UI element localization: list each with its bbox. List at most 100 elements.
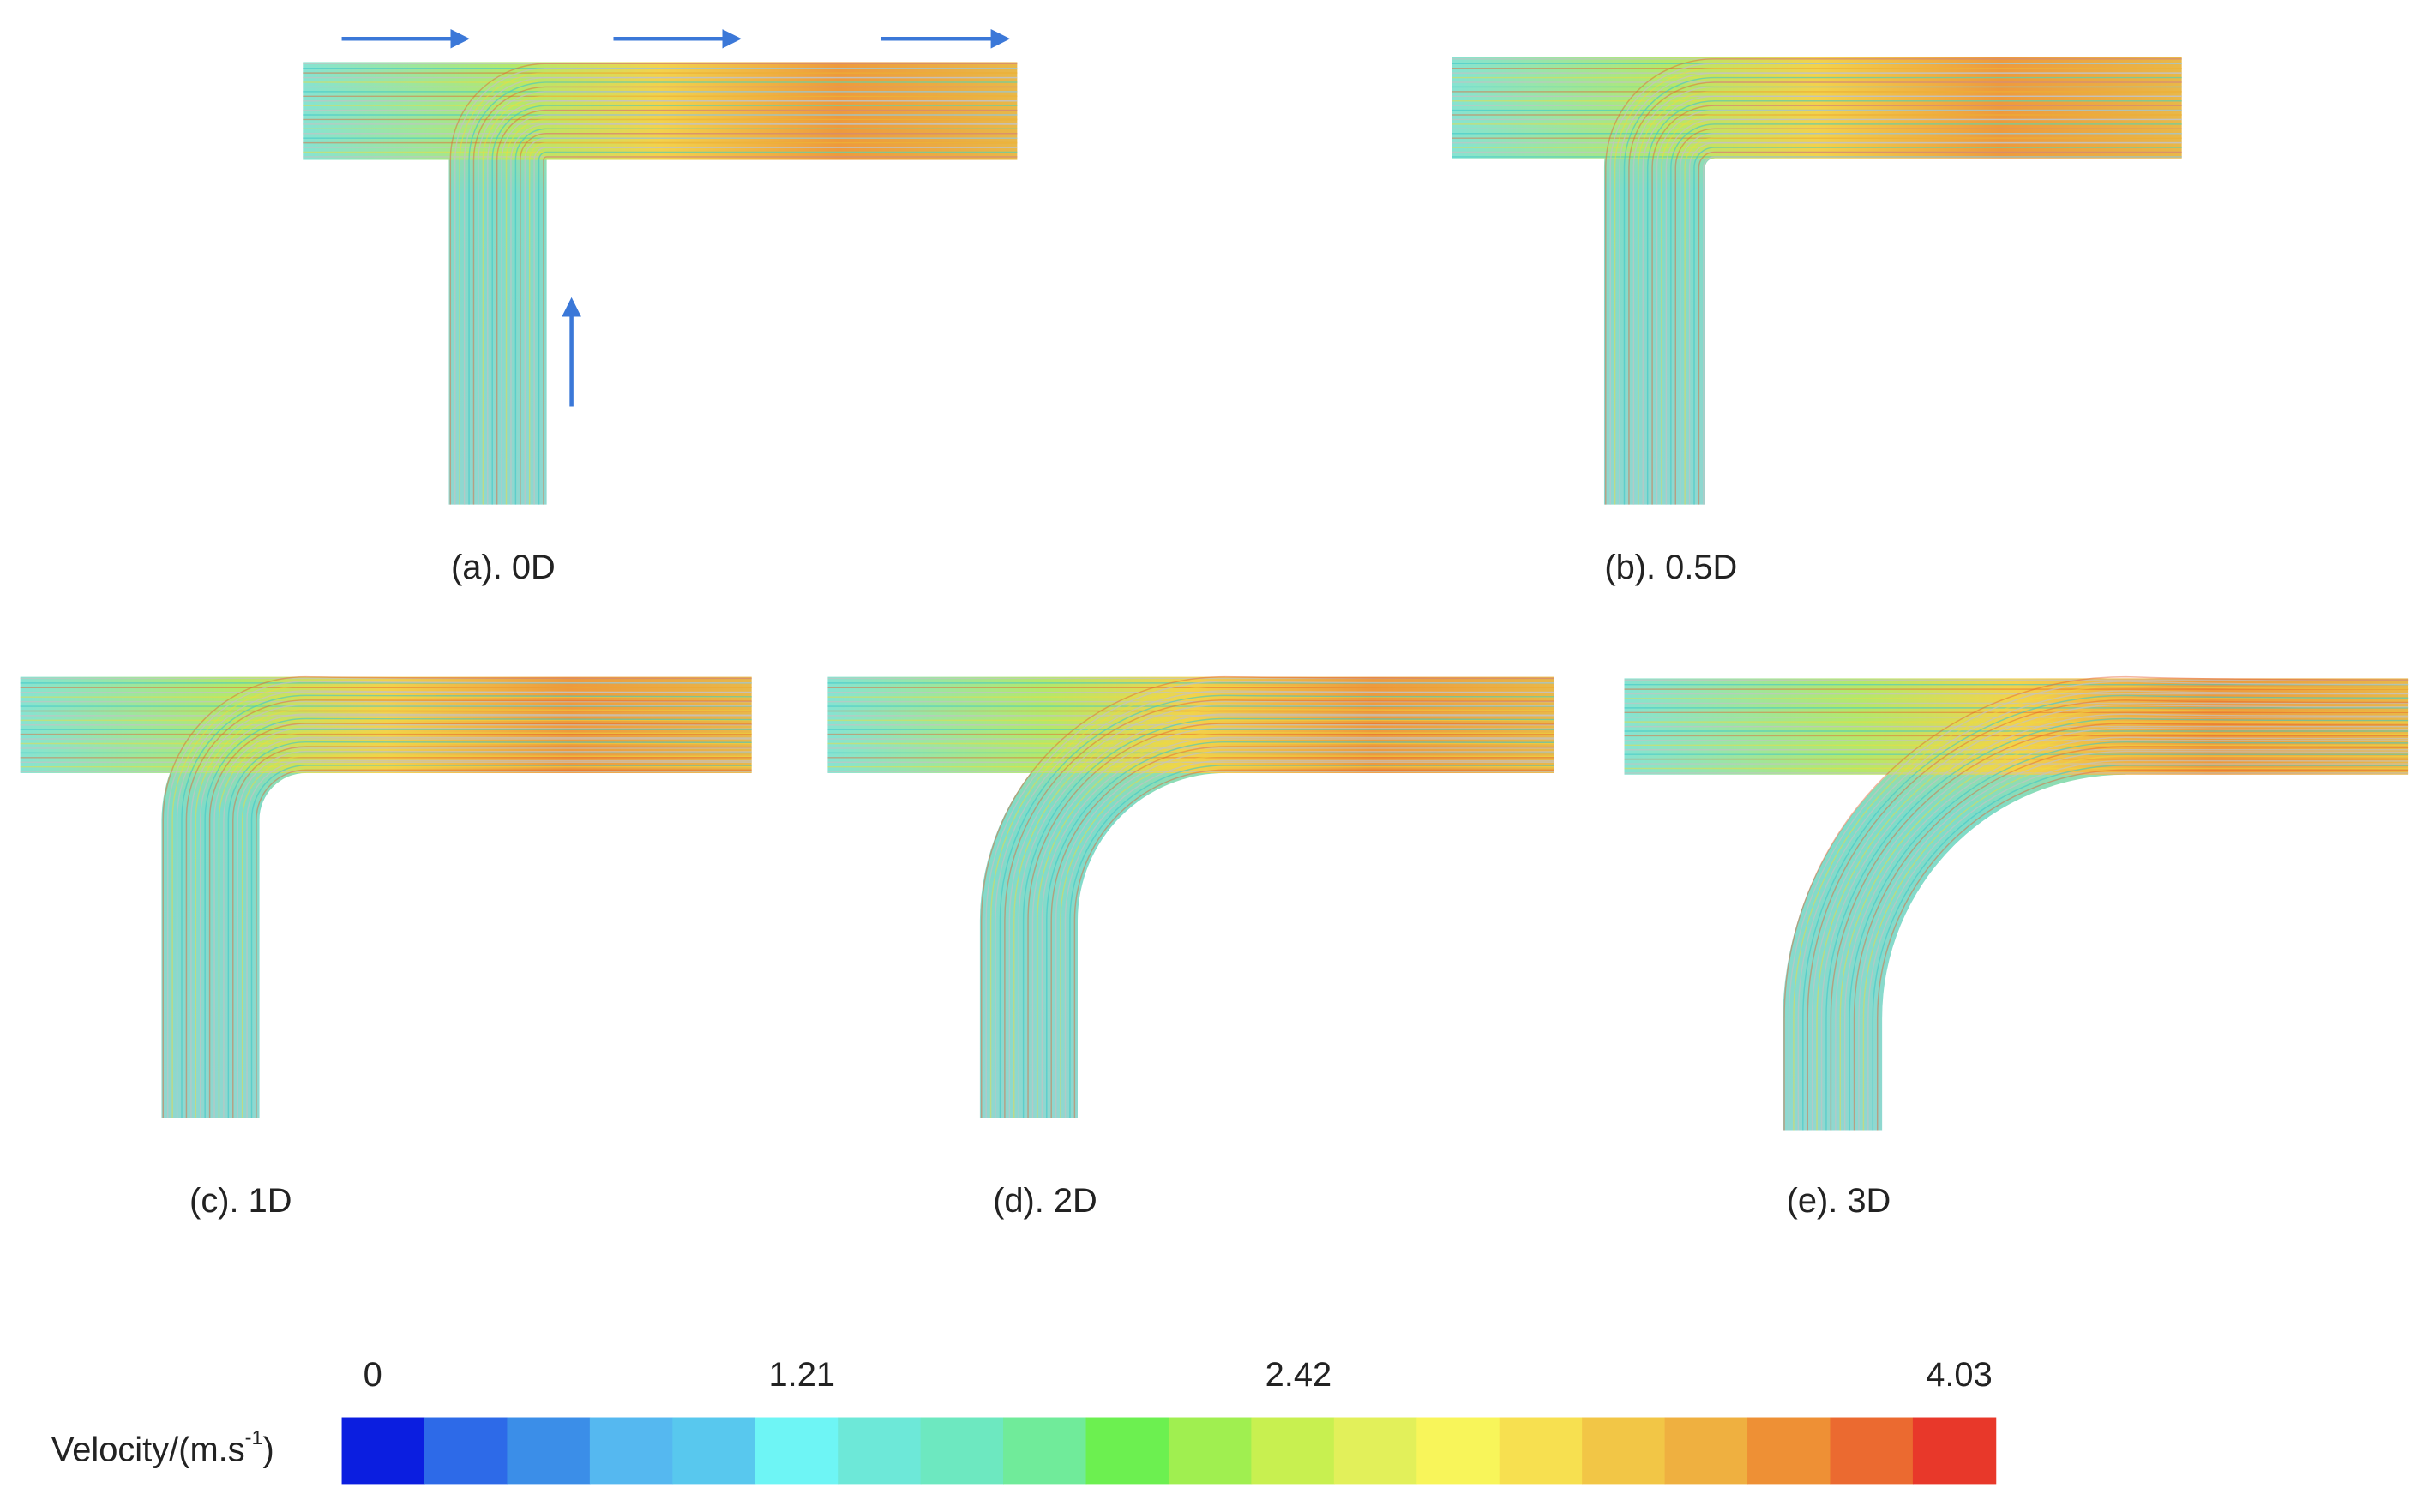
color-swatch: [755, 1417, 839, 1485]
color-swatch: [1664, 1417, 1748, 1485]
color-swatch: [507, 1417, 591, 1485]
streamline: [1638, 91, 2182, 505]
streamline: [176, 690, 752, 1118]
streamline: [1858, 750, 2409, 1131]
streamline: [166, 681, 752, 1118]
streamline: [1853, 746, 2409, 1131]
streamline: [1835, 727, 2409, 1131]
streamline: [1783, 675, 2409, 1131]
streamline: [1046, 741, 1555, 1118]
streamline: [1872, 765, 2409, 1131]
tick-label: 4.03: [1926, 1356, 1993, 1394]
panel-label: (d). 2D: [993, 1182, 1097, 1220]
streamline: [181, 694, 752, 1118]
streamline: [1674, 128, 2182, 505]
streamline: [980, 675, 1555, 1118]
streamline: [1693, 147, 2182, 505]
color-swatch: [1168, 1417, 1253, 1485]
color-swatch: [1582, 1417, 1666, 1485]
flow-panel: [1624, 675, 2409, 1131]
branch-pipe: [1603, 57, 1715, 505]
color-swatch: [1003, 1417, 1087, 1485]
streamline: [1008, 704, 1555, 1118]
streamline: [1802, 694, 2409, 1131]
color-swatch: [672, 1417, 756, 1485]
streamline: [1069, 765, 1555, 1118]
streamline: [246, 759, 752, 1118]
streamline: [1651, 105, 2182, 505]
streamline: [1876, 769, 2409, 1131]
flow-panel: [303, 62, 1018, 505]
streamline: [1609, 63, 2182, 505]
streamline: [1646, 99, 2182, 505]
color-swatch: [1499, 1417, 1584, 1485]
title-text: Velocity/(m.s: [51, 1431, 245, 1468]
streamline: [1050, 746, 1555, 1118]
streamline: [989, 685, 1555, 1118]
color-swatch: [589, 1417, 674, 1485]
color-swatch: [424, 1417, 508, 1485]
streamline: [1614, 67, 2182, 505]
tick-label: 2.42: [1266, 1356, 1332, 1394]
streamline: [1632, 86, 2182, 505]
color-swatch: [1333, 1417, 1418, 1485]
streamline: [478, 91, 1018, 505]
title-sup: -1: [245, 1426, 263, 1449]
streamline: [208, 723, 752, 1118]
streamline: [1816, 708, 2409, 1131]
streamline: [1073, 769, 1555, 1118]
colorbar: 0 1.21 2.42 4.03: [341, 1356, 1997, 1485]
color-swatch: [1747, 1417, 1831, 1485]
panels: [20, 57, 2409, 1131]
streamline: [528, 141, 1018, 505]
streamline: [454, 67, 1018, 505]
streamline: [1830, 723, 2409, 1131]
streamline: [195, 708, 752, 1118]
color-swatch: [1830, 1417, 1914, 1485]
streamline: [1820, 713, 2409, 1131]
streamline: [1688, 141, 2182, 505]
color-swatch: [1085, 1417, 1169, 1485]
streamline: [524, 137, 1018, 505]
tick-label: 0: [364, 1356, 382, 1394]
main-pipe: [1452, 57, 2182, 159]
streamline: [204, 717, 752, 1118]
color-swatch: [1251, 1417, 1335, 1485]
streamline: [1698, 151, 2182, 505]
streamline: [1605, 58, 2182, 505]
branch-pipe: [979, 676, 1226, 1118]
panel-label: (b). 0.5D: [1604, 549, 1737, 586]
streamline: [223, 736, 752, 1118]
streamline: [1670, 123, 2182, 505]
streamline: [491, 105, 1018, 505]
streamline: [1684, 137, 2182, 505]
streamline: [501, 114, 1018, 505]
flow-panel: [827, 675, 1555, 1118]
streamline: [213, 727, 752, 1118]
streamline: [1788, 681, 2409, 1131]
streamline: [1807, 699, 2409, 1131]
streamline: [999, 694, 1555, 1118]
streamline: [496, 109, 1018, 505]
streamline: [449, 63, 1018, 505]
main-pipe: [303, 62, 1018, 160]
streamline: [1027, 723, 1555, 1118]
streamline: [1679, 133, 2182, 505]
streamline: [241, 755, 752, 1118]
streamline: [1064, 759, 1555, 1118]
color-swatch: [341, 1417, 425, 1485]
flow-panel: [1452, 57, 2182, 505]
streamline: [185, 699, 752, 1118]
streamline: [505, 118, 1018, 505]
flow-panel: [20, 675, 752, 1118]
streamline: [1642, 95, 2182, 505]
colorbar-title: Velocity/(m.s-1): [51, 1426, 274, 1468]
streamline: [1839, 732, 2409, 1131]
streamline: [487, 99, 1018, 505]
streamline: [459, 72, 1018, 505]
streamline: [985, 681, 1555, 1118]
streamline: [463, 76, 1018, 505]
streamline: [227, 741, 752, 1118]
streamline: [543, 156, 1018, 505]
